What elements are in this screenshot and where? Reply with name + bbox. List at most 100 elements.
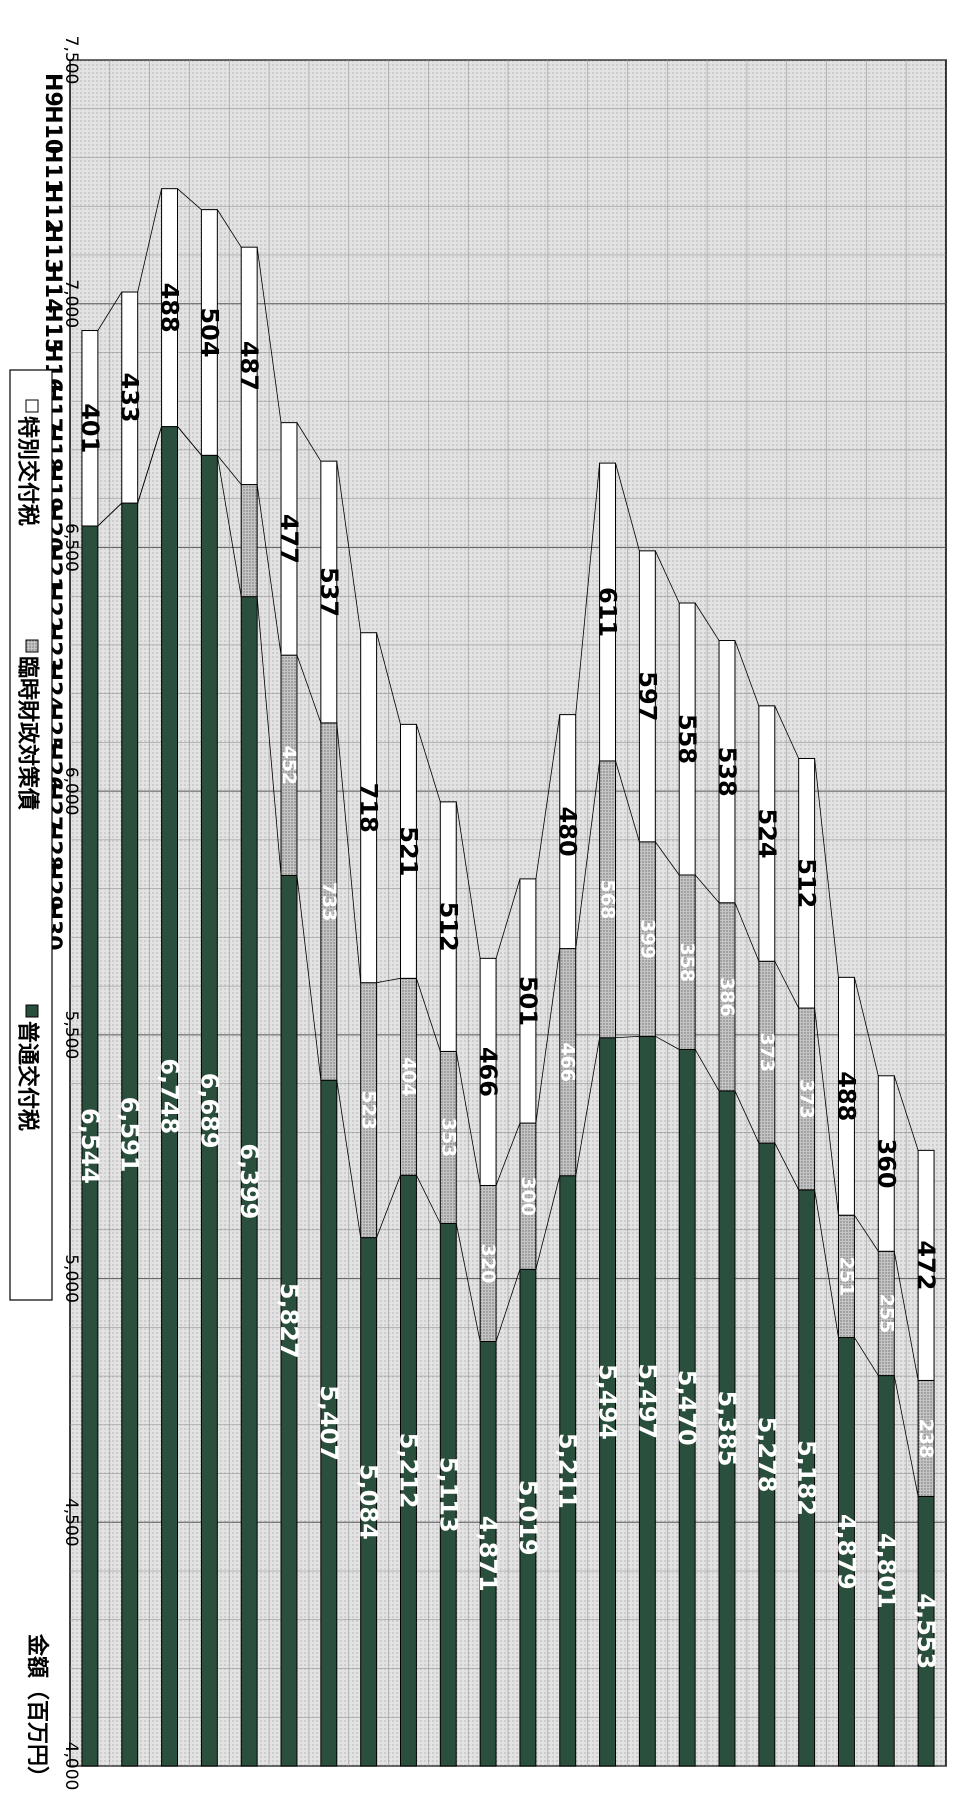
data-label: 4,871: [474, 1516, 502, 1592]
legend-item: 特別交付税: [15, 399, 41, 526]
tick-label: 4,000: [61, 1742, 81, 1791]
connector-line: [615, 462, 640, 551]
bar-segment: [798, 757, 816, 1009]
connector-line: [774, 705, 800, 759]
connector-line: [256, 484, 282, 656]
bar-segment: [718, 640, 736, 904]
tick-label: 7,000: [61, 279, 81, 328]
data-label: 512: [793, 858, 821, 908]
category-label: H12: [40, 185, 65, 234]
bar-segment: [240, 484, 258, 598]
connector-line: [854, 977, 879, 1076]
bar-segment: [877, 1075, 895, 1252]
connector-line: [575, 463, 600, 715]
data-label: 6,689: [195, 1073, 223, 1149]
bar-segment: [399, 723, 417, 979]
tick-label: 4,500: [61, 1498, 81, 1547]
data-label: 251: [835, 1257, 857, 1297]
connector-line: [774, 961, 800, 1009]
connector-line: [296, 655, 322, 724]
data-label: 558: [673, 714, 701, 764]
connector-line: [336, 461, 362, 633]
legend-item: 臨時財政対策債: [15, 639, 41, 810]
category-label: H10: [40, 105, 65, 154]
bars: 6,544 6,591 6,748 6,689 6,399 5,827 5,407 5,084…: [76, 188, 940, 1767]
bar-segment: [559, 714, 577, 950]
data-label: 537: [315, 567, 343, 617]
connector-line: [416, 724, 441, 802]
data-label: 255: [875, 1294, 897, 1334]
data-label: 5,385: [713, 1390, 741, 1466]
data-label: 718: [355, 783, 383, 833]
connector-line: [814, 758, 839, 978]
data-label: 399: [636, 919, 658, 959]
legend-swatch: [25, 1004, 39, 1018]
bar-segment: [758, 705, 776, 962]
data-label: 4,553: [912, 1593, 940, 1669]
data-label: 452: [278, 745, 300, 785]
data-label: 360: [872, 1138, 900, 1188]
data-label: 472: [912, 1240, 940, 1290]
data-label: 358: [676, 942, 698, 982]
bar-segment: [81, 330, 99, 527]
data-label: 5,113: [434, 1457, 462, 1533]
legend-item: 普通交付税: [15, 1004, 41, 1131]
data-label: 300: [517, 1176, 539, 1216]
data-label: 466: [474, 1047, 502, 1097]
connector-line: [177, 188, 202, 210]
data-label: 373: [756, 1032, 778, 1072]
connector-line: [416, 1175, 441, 1224]
data-label: 353: [437, 1118, 459, 1158]
data-label: 5,497: [633, 1363, 661, 1439]
connector-line: [535, 714, 561, 879]
connector-line: [814, 1189, 839, 1338]
connector-line: [615, 760, 640, 842]
connector-line: [216, 455, 242, 597]
connector-line: [495, 878, 521, 959]
connector-line: [575, 1037, 600, 1176]
connector-line: [655, 1035, 680, 1050]
data-label: 523: [358, 1090, 380, 1130]
connector-line: [416, 978, 441, 1052]
data-label: 568: [597, 880, 619, 920]
tick-label: 6,000: [61, 767, 81, 816]
data-label: 611: [594, 587, 622, 637]
data-label: 5,278: [753, 1417, 781, 1493]
data-label: 386: [716, 977, 738, 1017]
connector-line: [893, 1075, 919, 1151]
connector-line: [256, 247, 282, 423]
bar-segment: [360, 632, 378, 984]
tick-label: 6,500: [61, 523, 81, 572]
data-label: 488: [832, 1071, 860, 1121]
data-label: 733: [318, 882, 340, 922]
legend-label: 特別交付税: [15, 416, 41, 526]
connector-line: [296, 875, 322, 1081]
data-label: 320: [477, 1244, 499, 1284]
connector-line: [336, 1080, 362, 1238]
connector-line: [774, 1142, 800, 1191]
data-label: 504: [195, 307, 223, 357]
data-label: 433: [116, 372, 144, 422]
bar-segment: [599, 462, 617, 762]
connector-line: [217, 455, 242, 485]
data-label: 6,399: [235, 1143, 263, 1219]
data-label: 466: [557, 1042, 579, 1082]
connector-line: [376, 1175, 401, 1238]
data-label: 512: [434, 902, 462, 952]
connector-line: [814, 1008, 839, 1216]
connector-line: [177, 426, 202, 456]
connector-line: [654, 550, 680, 604]
connector-line: [694, 602, 720, 641]
data-label: 538: [713, 747, 741, 797]
connector-line: [694, 1049, 720, 1092]
data-label: 373: [796, 1079, 818, 1119]
axis-title: 金額（百万円）: [24, 1633, 50, 1788]
data-label: 5,182: [793, 1440, 821, 1516]
connector-line: [296, 422, 322, 462]
bar-segment: [439, 801, 457, 1052]
data-label: 6,748: [156, 1058, 184, 1134]
data-label: 5,211: [554, 1433, 582, 1509]
data-label: 404: [397, 1057, 419, 1097]
data-label: 6,544: [76, 1108, 104, 1184]
